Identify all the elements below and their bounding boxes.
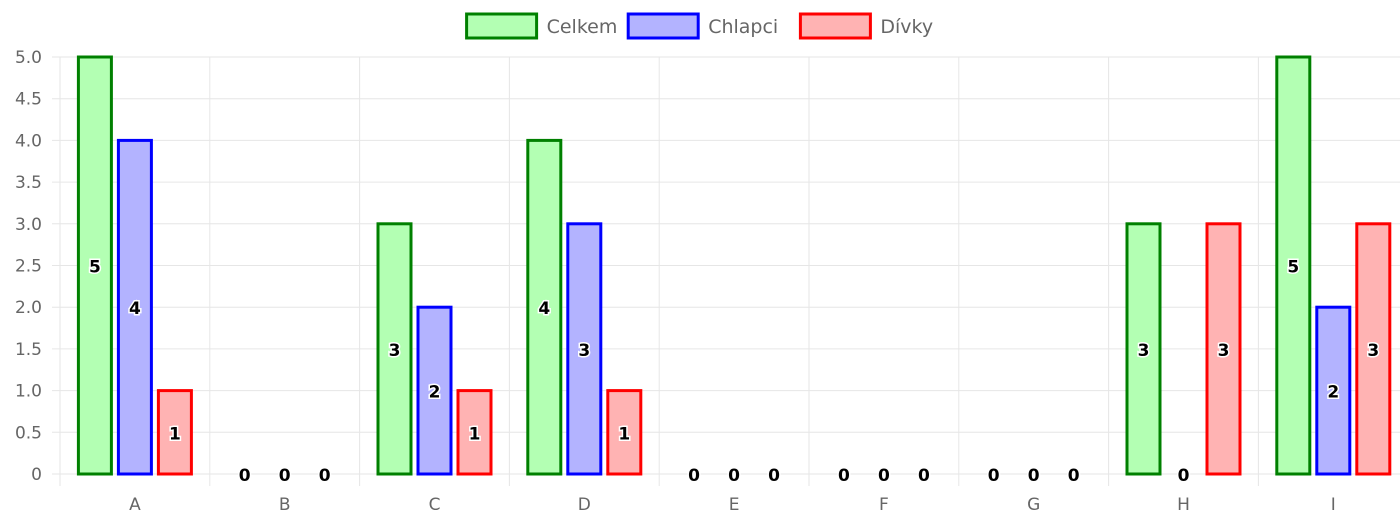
data-label: 0: [988, 466, 1000, 486]
data-label: 4: [538, 299, 550, 319]
y-tick-label: 0.5: [15, 423, 42, 443]
data-label: 2: [1327, 383, 1339, 403]
data-label: 1: [618, 424, 630, 444]
legend-item-chlapci[interactable]: Chlapci: [626, 12, 778, 40]
x-tick-label: G: [1027, 495, 1040, 514]
legend[interactable]: Celkem Chlapci Dívky: [465, 12, 934, 40]
data-label: 0: [918, 466, 930, 486]
legend-label: Dívky: [880, 16, 933, 38]
y-tick-label: 4.0: [15, 131, 42, 151]
y-tick-label: 3.0: [15, 215, 42, 235]
y-tick-label: 0: [31, 465, 42, 485]
data-label: 2: [429, 383, 441, 403]
bar-celkem-a[interactable]: [76, 55, 113, 476]
legend-item-d-vky[interactable]: Dívky: [798, 12, 933, 40]
bar-celkem-d[interactable]: [526, 138, 563, 476]
data-label: 0: [768, 466, 780, 486]
data-label: 5: [89, 258, 101, 278]
x-tick-label: I: [1331, 495, 1336, 514]
data-label: 3: [1367, 341, 1379, 361]
legend-swatch: [626, 12, 700, 40]
x-tick-label: D: [578, 495, 591, 514]
data-label: 1: [469, 424, 481, 444]
x-axis: A B C D E F G H I: [129, 495, 1336, 514]
bar-chlapci-i[interactable]: [1315, 305, 1352, 476]
bar-chlapci-c[interactable]: [416, 305, 453, 476]
bar-celkem-i[interactable]: [1275, 55, 1312, 476]
data-label: 0: [319, 466, 331, 486]
data-label: 1: [169, 424, 181, 444]
bar-d-vky-c[interactable]: [456, 389, 493, 476]
legend-swatch: [798, 12, 872, 40]
data-label: 0: [728, 466, 740, 486]
bar-celkem-h[interactable]: [1125, 222, 1162, 476]
x-tick-label: B: [279, 495, 291, 514]
data-label: 0: [688, 466, 700, 486]
x-tick-label: C: [429, 495, 441, 514]
y-tick-label: 1.5: [15, 340, 42, 360]
data-label: 0: [1028, 466, 1040, 486]
x-tick-label: A: [129, 495, 141, 514]
legend-item-celkem[interactable]: Celkem: [465, 12, 618, 40]
y-tick-label: 4.5: [15, 90, 42, 110]
data-label: 0: [878, 466, 890, 486]
y-tick-label: 3.5: [15, 173, 42, 193]
x-tick-label: F: [879, 495, 889, 514]
y-tick-label: 5.0: [15, 48, 42, 68]
y-axis: 0 0.5 1.0 1.5 2.0 2.5 3.0 3.5 4.0 4.5 5.0: [15, 48, 42, 485]
x-tick-label: E: [729, 495, 740, 514]
bar-celkem-c[interactable]: [376, 222, 413, 476]
bar-d-vky-d[interactable]: [606, 389, 643, 476]
bar-d-vky-i[interactable]: [1355, 222, 1392, 476]
bar-chlapci-a[interactable]: [116, 138, 153, 476]
legend-swatch: [465, 12, 539, 40]
y-tick-label: 1.0: [15, 382, 42, 402]
data-label: 3: [389, 341, 401, 361]
data-label: 0: [1178, 466, 1190, 486]
data-label: 3: [1138, 341, 1150, 361]
y-tick-label: 2.5: [15, 257, 42, 277]
bars: [76, 55, 1392, 476]
data-label: 4: [129, 299, 141, 319]
x-tick-label: H: [1177, 495, 1190, 514]
data-labels: 5 4 1 0 0 0 3 2 1 4 3 1 0 0 0 0 0 0 0 0 0 3 0 3 5 2 3: [87, 256, 1380, 488]
data-label: 0: [239, 466, 251, 486]
data-label: 0: [838, 466, 850, 486]
bar-d-vky-h[interactable]: [1205, 222, 1242, 476]
legend-label: Celkem: [547, 16, 618, 38]
legend-label: Chlapci: [708, 16, 778, 38]
data-label: 3: [1218, 341, 1230, 361]
y-tick-label: 2.0: [15, 298, 42, 318]
bar-chlapci-d[interactable]: [566, 222, 603, 476]
data-label: 5: [1287, 258, 1299, 278]
bar-d-vky-a[interactable]: [156, 389, 193, 476]
data-label: 0: [279, 466, 291, 486]
data-label: 0: [1068, 466, 1080, 486]
data-label: 3: [578, 341, 590, 361]
grid: [52, 56, 1400, 486]
